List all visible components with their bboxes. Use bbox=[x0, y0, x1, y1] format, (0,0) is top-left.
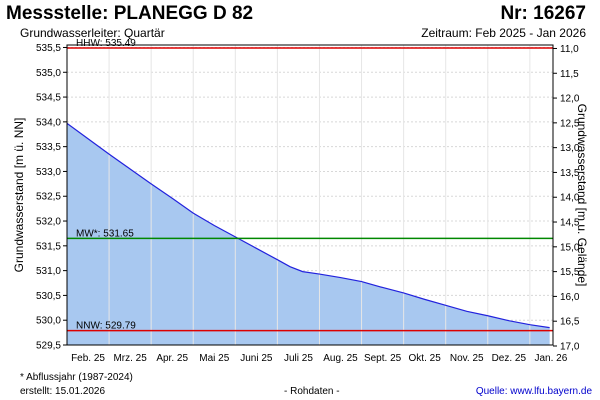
y-tick-label: 532,5 bbox=[36, 192, 61, 203]
y-tick-label: 531,0 bbox=[36, 266, 61, 277]
y-tick-label: 530,0 bbox=[36, 316, 61, 327]
reference-line-label: NNW: 529.79 bbox=[76, 321, 136, 332]
x-tick-label: Dez. 25 bbox=[492, 353, 527, 364]
y-tick-label: 530,5 bbox=[36, 291, 61, 302]
x-tick-label: Okt. 25 bbox=[409, 353, 442, 364]
plot-frame bbox=[66, 44, 554, 346]
y-tick-label: 534,5 bbox=[36, 93, 61, 104]
y2-tick-label: 15,5 bbox=[560, 267, 580, 278]
footnote: * Abflussjahr (1987-2024) bbox=[20, 372, 133, 383]
y-tick-label: 535,0 bbox=[36, 68, 61, 79]
y2-tick-label: 14,5 bbox=[560, 218, 580, 229]
x-tick-label: Feb. 25 bbox=[71, 353, 105, 364]
y2-tick-label: 11,5 bbox=[560, 69, 579, 80]
y2-tick-label: 16,5 bbox=[560, 317, 580, 328]
station-title: Messstelle: PLANEGG D 82 bbox=[6, 3, 254, 24]
reference-line-label: MW*: 531.65 bbox=[76, 228, 134, 239]
y2-tick-label: 12,0 bbox=[560, 94, 580, 105]
x-tick-label: Sept. 25 bbox=[364, 353, 402, 364]
y2-tick-label: 17,0 bbox=[560, 341, 580, 352]
y2-tick-label: 14,0 bbox=[560, 193, 580, 204]
series-area bbox=[67, 123, 550, 345]
y-tick-label: 534,0 bbox=[36, 117, 61, 128]
y2-tick-label: 13,0 bbox=[560, 143, 580, 154]
y-tick-label: 529,5 bbox=[36, 341, 61, 352]
x-tick-label: Jan. 26 bbox=[534, 353, 567, 364]
x-tick-label: Juli 25 bbox=[284, 353, 313, 364]
y2-axis-title: Grundwasserstand [m u. Gelände] bbox=[575, 104, 589, 287]
x-tick-label: Aug. 25 bbox=[323, 353, 358, 364]
series-line bbox=[66, 122, 550, 329]
y2-tick-label: 11,0 bbox=[560, 44, 579, 55]
aquifer-label: Grundwasserleiter: Quartär bbox=[20, 26, 165, 40]
period-label: Zeitraum: Feb 2025 - Jan 2026 bbox=[421, 26, 586, 40]
x-tick-label: Juni 25 bbox=[240, 353, 273, 364]
y-tick-label: 533,0 bbox=[36, 167, 61, 178]
x-tick-label: Nov. 25 bbox=[450, 353, 484, 364]
y-axis-title: Grundwasserstand [m ü. NN] bbox=[12, 118, 26, 273]
created-date: erstellt: 15.01.2026 bbox=[20, 386, 106, 397]
station-number: Nr: 16267 bbox=[500, 3, 586, 24]
source-link[interactable]: Quelle: www.lfu.bayern.de bbox=[475, 386, 592, 397]
x-tick-label: Apr. 25 bbox=[156, 353, 188, 364]
y2-tick-label: 12,5 bbox=[560, 118, 580, 129]
x-tick-label: Mai 25 bbox=[199, 353, 229, 364]
y-tick-label: 531,5 bbox=[36, 241, 61, 252]
x-tick-label: Mrz. 25 bbox=[113, 353, 147, 364]
reference-line-label: HHW: 535.49 bbox=[76, 38, 136, 49]
y2-tick-label: 13,5 bbox=[560, 168, 580, 179]
y-tick-label: 535,5 bbox=[36, 43, 61, 54]
y-tick-label: 533,5 bbox=[36, 142, 61, 153]
y2-tick-label: 15,0 bbox=[560, 242, 580, 253]
y-tick-label: 532,0 bbox=[36, 217, 61, 228]
raw-data-note: - Rohdaten - bbox=[284, 386, 340, 397]
y2-tick-label: 16,0 bbox=[560, 292, 580, 303]
